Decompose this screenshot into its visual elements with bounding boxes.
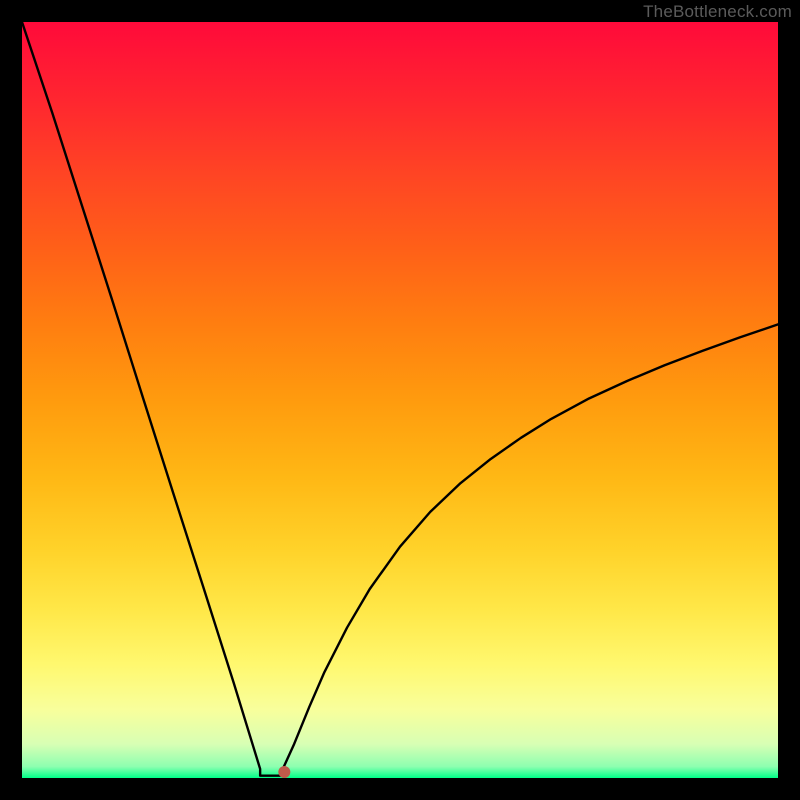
optimal-point-marker (278, 766, 290, 778)
chart-background (22, 22, 778, 778)
bottleneck-chart (0, 0, 800, 800)
watermark-text: TheBottleneck.com (643, 2, 792, 22)
chart-container: TheBottleneck.com (0, 0, 800, 800)
